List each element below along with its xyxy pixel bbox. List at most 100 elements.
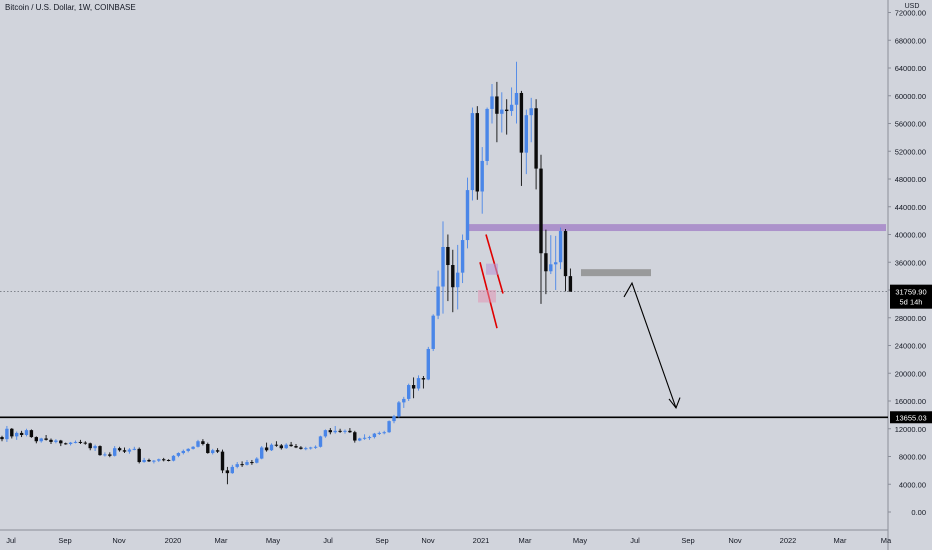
support-price-value: 13655.03	[895, 413, 926, 422]
candle-body	[377, 432, 381, 434]
candle-body	[558, 231, 563, 263]
x-tick-label: Sep	[58, 536, 71, 545]
x-tick-label: Nov	[728, 536, 742, 545]
candle-body	[529, 108, 533, 116]
candle-body	[387, 421, 391, 433]
x-tick-label: 2020	[165, 536, 182, 545]
y-tick-label: 72000.00	[895, 9, 926, 18]
candle-body	[544, 253, 548, 272]
y-tick-label: 68000.00	[895, 36, 926, 45]
candle-body	[460, 240, 465, 273]
candle-body	[157, 459, 161, 461]
candle-body	[73, 441, 78, 443]
candle-body	[93, 446, 97, 449]
candle-body	[402, 398, 406, 403]
candle-body	[549, 264, 553, 272]
x-tick-label: Ma	[881, 536, 892, 545]
candle-body	[446, 246, 450, 266]
candle-body	[211, 450, 215, 454]
candle-body	[563, 231, 568, 277]
candle-body	[348, 430, 352, 433]
candle-body	[485, 108, 489, 161]
y-tick-label: 8000.00	[899, 453, 926, 462]
candle-body	[264, 447, 269, 451]
y-tick-label: 52000.00	[895, 147, 926, 156]
y-tick-label: 44000.00	[895, 203, 926, 212]
y-tick-label: 24000.00	[895, 342, 926, 351]
candle-body	[313, 446, 318, 448]
candle-body	[495, 96, 499, 114]
candle-body	[59, 440, 63, 444]
y-tick-label: 0.00	[911, 508, 926, 517]
candle-body	[240, 464, 244, 466]
resistance-zone	[468, 224, 886, 232]
y-tick-label: 60000.00	[895, 92, 926, 101]
candle-body	[441, 246, 445, 287]
candle-body	[353, 432, 357, 441]
candle-body	[451, 265, 455, 288]
candle-body	[358, 438, 362, 441]
candle-body	[407, 385, 411, 399]
y-tick-label: 16000.00	[895, 397, 926, 406]
candle-body	[196, 441, 200, 447]
candle-body	[416, 378, 421, 389]
candle-body	[362, 437, 367, 439]
candle-body	[470, 113, 475, 191]
candle-body	[113, 448, 117, 456]
candle-body	[201, 441, 205, 445]
x-tick-label: Jul	[6, 536, 16, 545]
candle-body	[230, 466, 234, 474]
candle-body	[539, 168, 543, 254]
x-tick-label: Sep	[681, 536, 694, 545]
y-tick-label: 12000.00	[895, 425, 926, 434]
candle-body	[411, 385, 416, 389]
projection-arrowhead	[668, 397, 681, 410]
candle-body	[5, 428, 9, 440]
x-tick-label: Nov	[112, 536, 126, 545]
current-price-countdown: 5d 14h	[900, 298, 923, 307]
candle-body	[534, 108, 538, 169]
candle-body	[343, 430, 347, 432]
candle-body	[299, 447, 303, 449]
candle-body	[49, 439, 53, 442]
candle-body	[304, 448, 308, 450]
y-tick-label: 36000.00	[895, 258, 926, 267]
candle-body	[554, 262, 558, 265]
candle-body	[284, 444, 288, 449]
candle-body	[191, 446, 195, 449]
candle-body	[215, 450, 220, 452]
candle-body	[206, 444, 210, 454]
candle-body	[568, 276, 573, 292]
x-tick-label: Mar	[834, 536, 847, 545]
candle-body	[44, 438, 48, 440]
candle-body	[98, 446, 102, 456]
candle-body	[0, 437, 4, 440]
candle-body	[490, 96, 494, 109]
candle-body	[142, 459, 146, 463]
candle-body	[255, 458, 259, 463]
small-pink-box	[478, 290, 496, 303]
y-tick-label: 48000.00	[895, 175, 926, 184]
candle-body	[323, 430, 328, 437]
candle-body	[108, 454, 112, 456]
candle-body	[382, 432, 386, 434]
y-tick-label: 28000.00	[895, 314, 926, 323]
candle-body	[436, 286, 440, 316]
candle-body	[176, 453, 181, 456]
candle-body	[372, 433, 377, 438]
candle-body	[147, 459, 151, 462]
candle-body	[260, 447, 264, 459]
x-tick-label: Mar	[215, 536, 228, 545]
candle-body	[235, 464, 239, 467]
candle-body	[274, 444, 279, 446]
x-tick-label: Mar	[519, 536, 532, 545]
candle-body	[117, 448, 122, 451]
candle-body	[397, 402, 401, 417]
candle-body	[500, 109, 504, 114]
pivot-zone	[581, 269, 651, 277]
candle-body	[505, 109, 509, 112]
candle-body	[220, 451, 225, 471]
candle-body	[34, 437, 38, 442]
